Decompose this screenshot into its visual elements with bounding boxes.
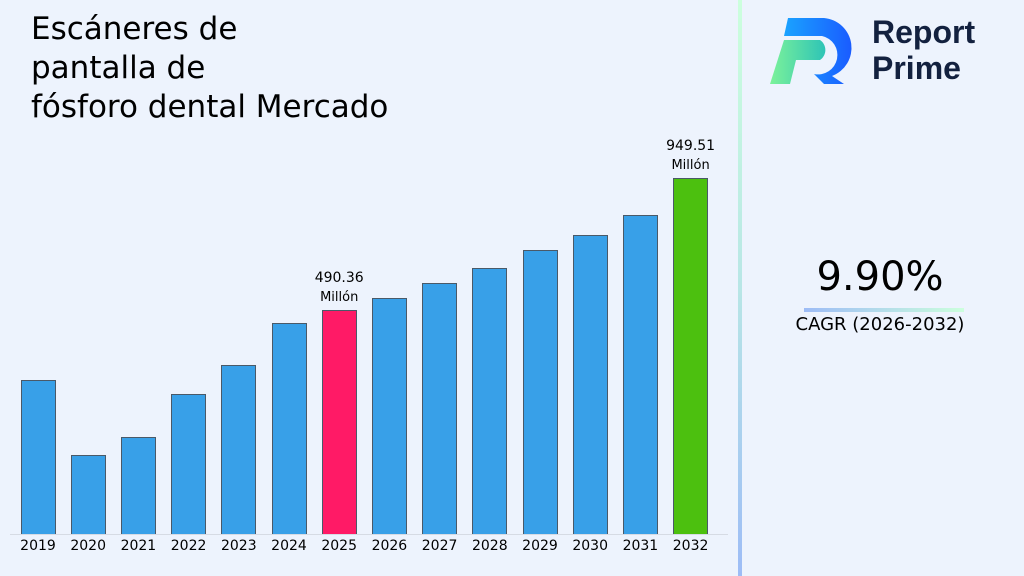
report-prime-logo-icon — [770, 18, 852, 84]
cagr-value: 9.90% — [816, 254, 944, 300]
x-tick-label: 2019 — [20, 538, 56, 554]
bar-2019 — [20, 380, 56, 534]
brand-name: Report Prime — [872, 14, 976, 86]
x-tick-label: 2023 — [220, 538, 257, 554]
x-tick-label: 2029 — [522, 538, 558, 554]
x-tick-label: 2032 — [672, 538, 709, 554]
bar-value-label-2025: 490.36 Millón — [314, 270, 364, 305]
bar-value-label-2032: 949.51 Millón — [666, 138, 716, 173]
x-tick-label: 2028 — [471, 538, 508, 554]
bar-2027 — [422, 283, 458, 534]
x-tick-label: 2025 — [321, 538, 357, 554]
x-tick-label: 2031 — [622, 538, 659, 554]
title-line-3: fósforo dental Mercado — [31, 89, 389, 125]
bar-2021 — [120, 437, 156, 534]
cagr-label: CAGR (2026-2032) — [795, 314, 965, 335]
panel-divider — [738, 0, 742, 576]
x-tick-label: 2020 — [70, 538, 106, 554]
bar-2028 — [472, 268, 508, 534]
bar-2025 — [321, 310, 357, 534]
cagr-underline — [804, 308, 964, 312]
x-tick-label: 2030 — [572, 538, 608, 554]
x-tick-label: 2027 — [421, 538, 458, 554]
x-tick-label: 2021 — [120, 538, 157, 554]
x-axis-line — [10, 534, 728, 535]
bar-2026 — [371, 298, 407, 534]
x-tick-label: 2026 — [371, 538, 408, 554]
x-tick-label: 2022 — [170, 538, 207, 554]
bar-2023 — [221, 365, 257, 534]
title-line-1: Escáneres de — [31, 11, 238, 47]
bar-2029 — [522, 250, 558, 534]
x-tick-label: 2024 — [271, 538, 307, 554]
bar-chart: 2019 2020 2021 2022 2023 2024 2025 2026 2027 2028… — [10, 138, 728, 554]
bar-2022 — [171, 394, 207, 534]
bar-2031 — [622, 215, 658, 534]
title-line-2: pantalla de — [31, 50, 206, 86]
bar-2020 — [70, 455, 106, 534]
bar-2032 — [673, 178, 709, 534]
bar-2030 — [572, 235, 608, 534]
bar-2024 — [271, 323, 307, 534]
chart-title: Escáneres de pantalla de fósforo dental … — [31, 10, 451, 127]
